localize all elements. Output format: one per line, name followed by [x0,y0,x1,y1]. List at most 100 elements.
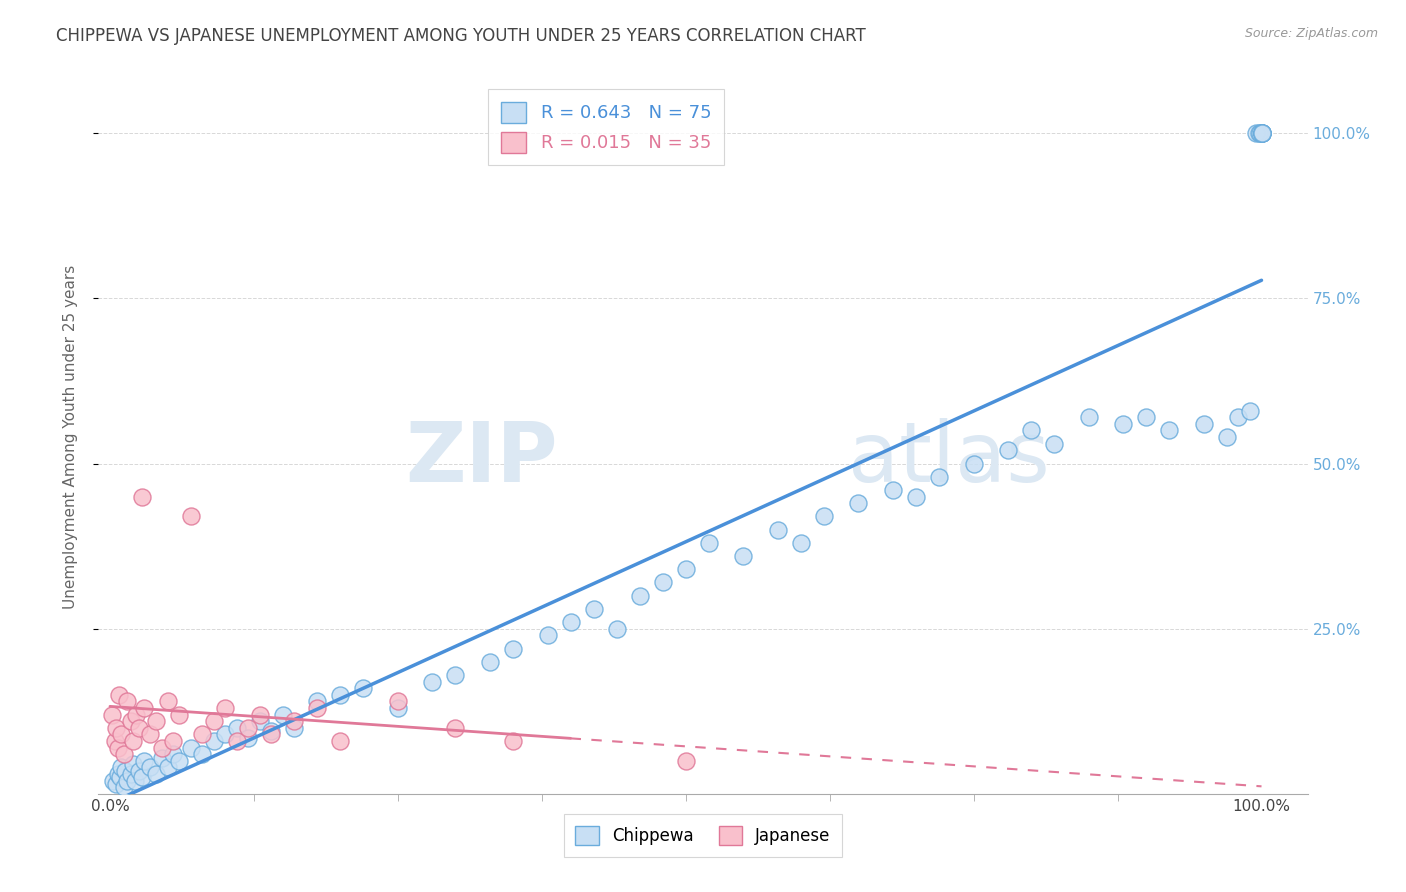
Point [249,707,271,722]
Point [675,562,697,576]
Point [1249,126,1271,140]
Point [606,622,628,636]
Point [444,668,467,682]
Point [352,681,374,695]
Point [651,575,673,590]
Point [1250,126,1272,140]
Point [536,628,558,642]
Text: ZIP: ZIP [405,418,558,499]
Point [1019,424,1042,438]
Point [697,536,720,550]
Point [813,509,835,524]
Point [675,754,697,768]
Point [225,734,247,748]
Point [120,714,142,729]
Point [131,770,153,784]
Point [882,483,904,497]
Point [444,721,467,735]
Point [101,707,124,722]
Point [283,721,305,735]
Point [1159,424,1181,438]
Point [1249,126,1271,140]
Point [1250,126,1272,140]
Point [108,688,131,702]
Point [145,714,167,729]
Point [214,727,236,741]
Point [128,764,150,778]
Point [582,602,605,616]
Point [1250,126,1272,140]
Point [848,496,870,510]
Point [110,760,132,774]
Point [103,734,125,748]
Point [104,777,127,791]
Point [156,760,179,774]
Point [478,655,501,669]
Point [733,549,755,563]
Point [202,714,225,729]
Point [249,714,271,729]
Y-axis label: Unemployment Among Youth under 25 years: Unemployment Among Youth under 25 years [63,265,77,609]
Point [1112,417,1135,431]
Point [307,694,329,708]
Point [191,727,214,741]
Point [114,764,136,778]
Point [928,469,950,483]
Text: Source: ZipAtlas.com: Source: ZipAtlas.com [1244,27,1378,40]
Point [236,721,259,735]
Point [124,773,146,788]
Point [560,615,582,629]
Point [628,589,651,603]
Point [790,536,813,550]
Point [167,707,190,722]
Point [236,731,259,745]
Point [1250,126,1272,140]
Point [115,773,138,788]
Point [150,740,173,755]
Point [131,490,153,504]
Point [104,721,127,735]
Point [1227,410,1250,425]
Point [122,757,145,772]
Point [180,509,202,524]
Point [120,767,142,781]
Point [1250,126,1272,140]
Point [145,767,167,781]
Point [502,641,524,656]
Point [128,721,150,735]
Text: atlas: atlas [848,418,1050,499]
Point [125,707,148,722]
Point [139,727,162,741]
Point [134,701,156,715]
Point [110,727,132,741]
Point [115,694,138,708]
Point [1077,410,1099,425]
Point [150,750,173,764]
Point [329,688,352,702]
Point [329,734,352,748]
Point [202,734,225,748]
Point [1244,126,1267,140]
Point [905,490,928,504]
Point [110,770,132,784]
Point [1216,430,1239,444]
Point [180,740,202,755]
Point [103,773,125,788]
Point [387,701,409,715]
Point [260,724,283,739]
Point [134,754,156,768]
Point [271,707,294,722]
Point [107,767,129,781]
Point [162,734,184,748]
Legend: Chippewa, Japanese: Chippewa, Japanese [564,814,842,857]
Point [112,747,135,762]
Point [422,674,444,689]
Text: CHIPPEWA VS JAPANESE UNEMPLOYMENT AMONG YOUTH UNDER 25 YEARS CORRELATION CHART: CHIPPEWA VS JAPANESE UNEMPLOYMENT AMONG … [56,27,866,45]
Point [191,747,214,762]
Point [139,760,162,774]
Point [1192,417,1215,431]
Point [214,701,236,715]
Point [502,734,524,748]
Point [260,727,283,741]
Point [225,721,247,735]
